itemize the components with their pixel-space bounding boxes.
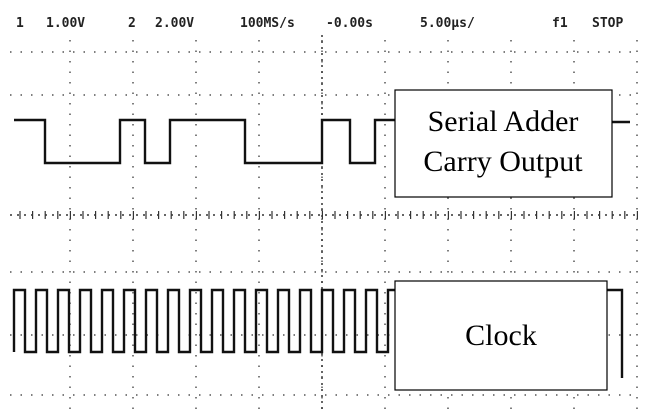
carry-label-box: Serial Adder Carry Output bbox=[395, 90, 612, 197]
sample-rate: 100MS/s bbox=[240, 16, 295, 31]
run-status: STOP bbox=[592, 16, 623, 31]
channel-1: 1 bbox=[16, 16, 24, 31]
trigger-time: -0.00s bbox=[326, 16, 373, 31]
carry-label: Carry Output bbox=[423, 145, 583, 178]
clock-waveform-tail bbox=[607, 290, 622, 378]
channel-1-scale: 1.00V bbox=[46, 16, 85, 31]
time-scale: 5.00µs/ bbox=[420, 16, 475, 31]
trigger-source: f1 bbox=[552, 16, 568, 31]
channel-2: 2 bbox=[128, 16, 136, 31]
carry-label: Serial Adder bbox=[428, 105, 579, 138]
clock-label: Clock bbox=[465, 319, 537, 352]
clock-waveform bbox=[14, 290, 395, 352]
channel-2-scale: 2.00V bbox=[155, 16, 194, 31]
scope-screen: 1 1.00V 2 2.00V 100MS/s -0.00s 5.00µs/ f… bbox=[0, 0, 645, 417]
clock-label-box: Clock bbox=[395, 281, 607, 390]
header: 1 1.00V 2 2.00V 100MS/s -0.00s 5.00µs/ f… bbox=[16, 16, 623, 31]
